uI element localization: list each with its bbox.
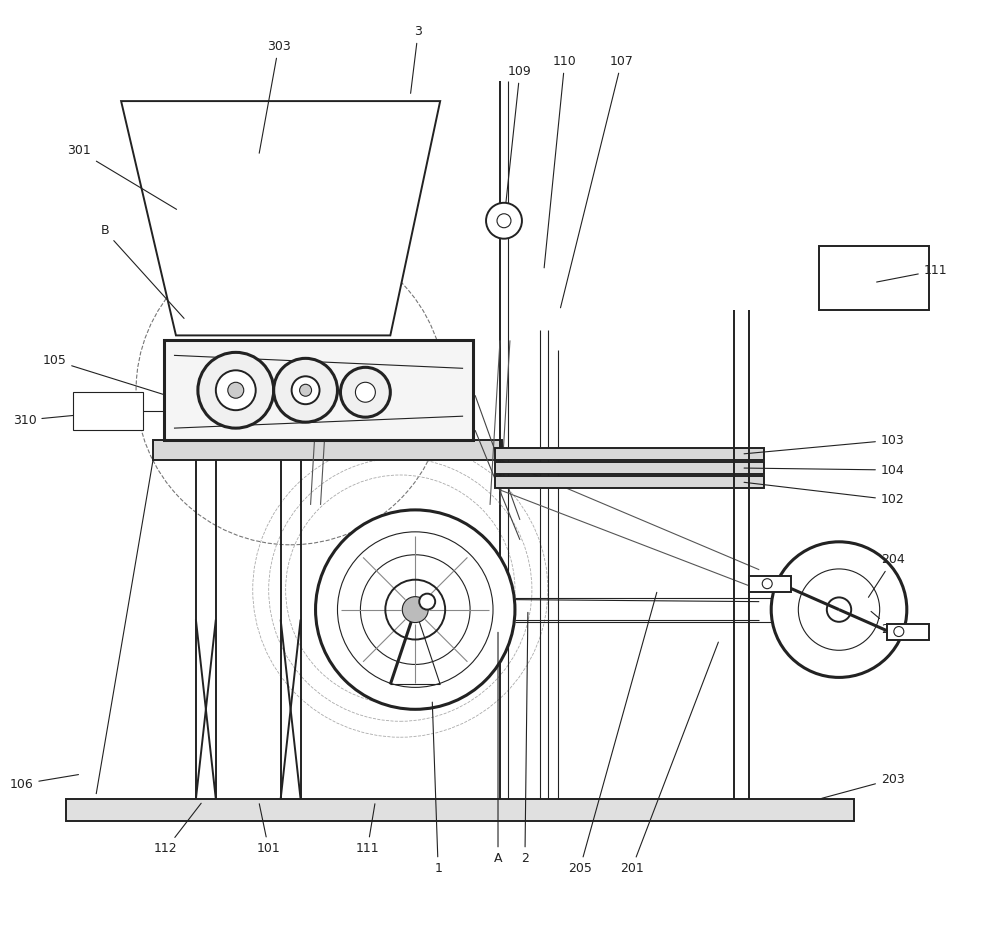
Text: B: B [101, 224, 184, 318]
Text: 1: 1 [432, 702, 442, 875]
Circle shape [762, 579, 772, 589]
Circle shape [274, 358, 337, 422]
Circle shape [419, 594, 435, 610]
Bar [153, 440, 502, 460]
Text: 110: 110 [544, 55, 577, 268]
Circle shape [228, 382, 244, 398]
Circle shape [340, 368, 390, 417]
Circle shape [827, 598, 851, 622]
Text: 105: 105 [42, 353, 163, 394]
Text: 3: 3 [411, 25, 422, 93]
Text: 202: 202 [871, 612, 905, 637]
Circle shape [894, 627, 904, 636]
Bar [495, 462, 764, 474]
Circle shape [316, 510, 515, 710]
Text: 104: 104 [744, 464, 905, 477]
Circle shape [216, 370, 256, 410]
Text: 301: 301 [67, 144, 177, 209]
Bar [66, 799, 854, 821]
Bar [749, 576, 791, 592]
Text: 204: 204 [868, 553, 905, 598]
Text: 112: 112 [154, 804, 201, 855]
Bar [819, 246, 929, 311]
Text: 107: 107 [560, 55, 634, 308]
Circle shape [402, 597, 428, 622]
Circle shape [355, 382, 375, 402]
Polygon shape [121, 101, 440, 335]
Text: 111: 111 [877, 264, 947, 282]
Bar [164, 340, 473, 440]
Bar [495, 448, 764, 460]
Bar [495, 476, 764, 488]
Text: 201: 201 [620, 642, 718, 875]
Circle shape [486, 202, 522, 238]
Text: 111: 111 [356, 804, 379, 855]
Text: 109: 109 [504, 65, 532, 218]
Text: 303: 303 [259, 40, 291, 153]
Text: A: A [494, 633, 502, 865]
Text: 103: 103 [744, 433, 905, 454]
Bar [887, 623, 929, 639]
Circle shape [497, 214, 511, 228]
Text: 203: 203 [822, 772, 905, 798]
Circle shape [798, 569, 880, 651]
Text: 310: 310 [13, 413, 73, 427]
Text: 106: 106 [10, 774, 78, 790]
Text: 2: 2 [521, 613, 529, 865]
Text: 205: 205 [568, 593, 657, 875]
Circle shape [771, 542, 907, 677]
Circle shape [198, 352, 274, 428]
Text: 102: 102 [744, 483, 905, 506]
Text: 101: 101 [257, 804, 281, 855]
Bar [73, 392, 143, 430]
Circle shape [292, 376, 320, 404]
Circle shape [300, 384, 312, 396]
